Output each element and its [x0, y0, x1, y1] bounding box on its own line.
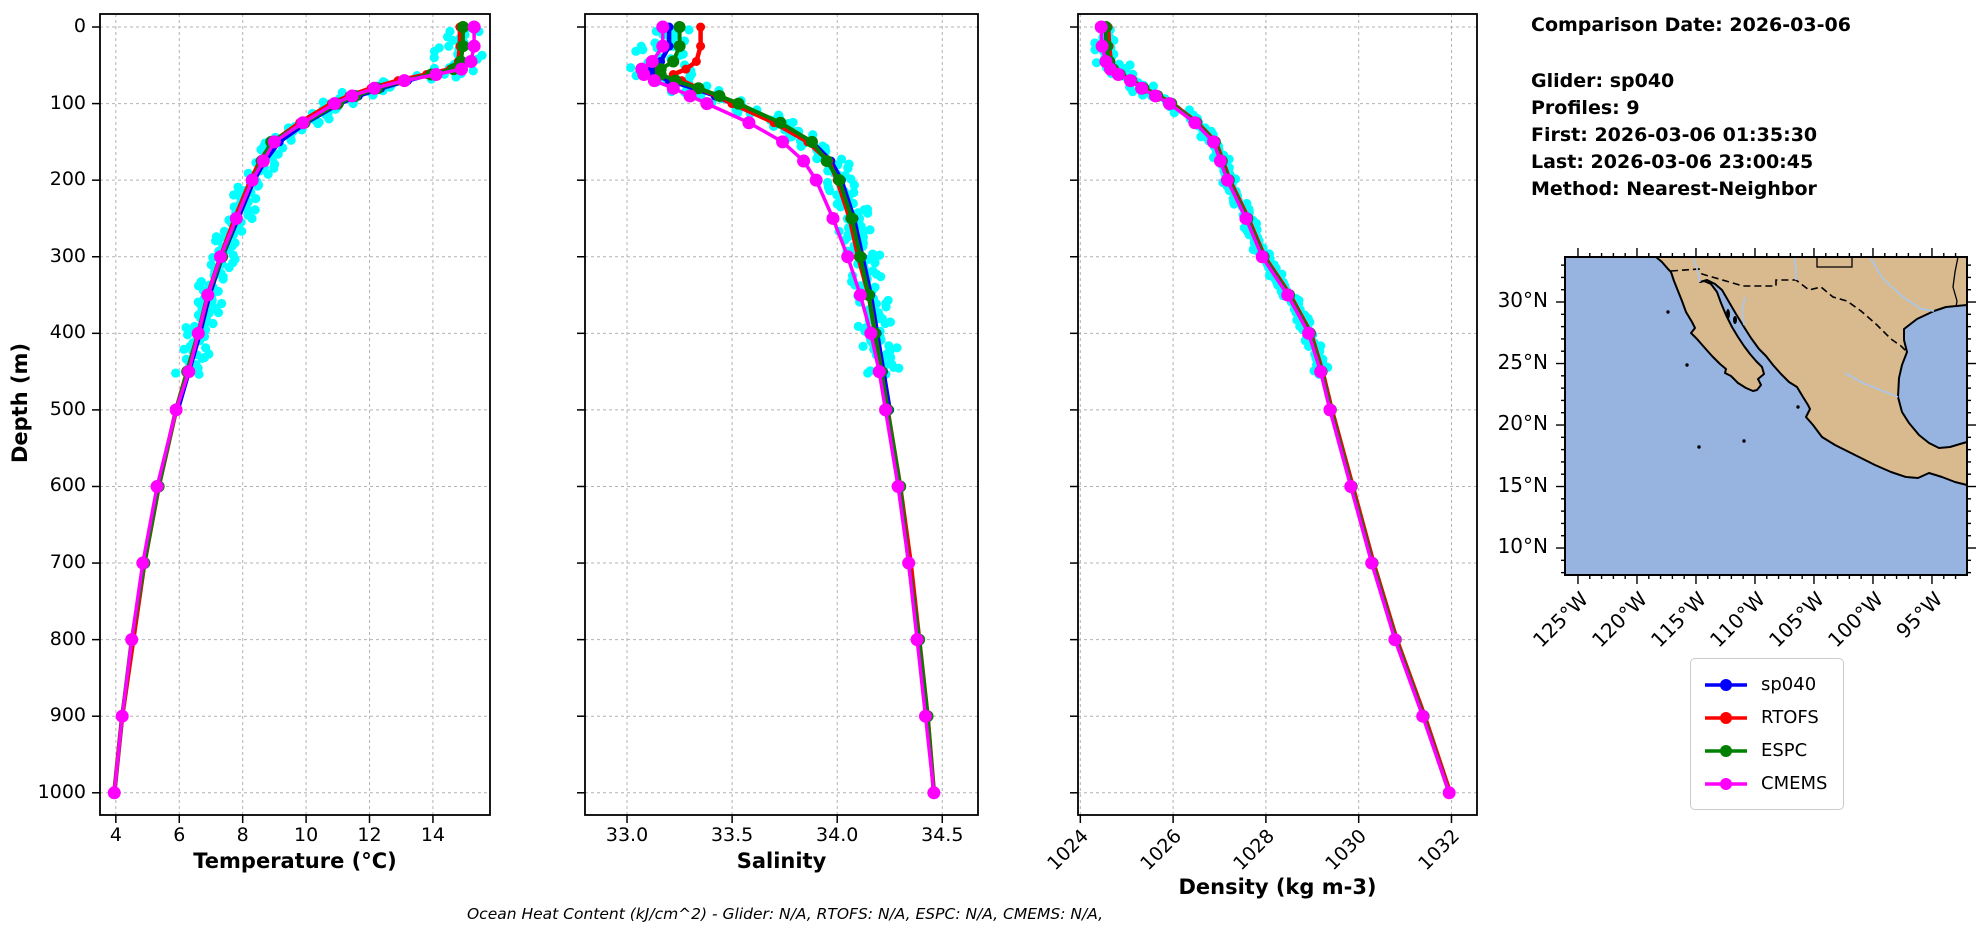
temperature-series-sp040	[175, 24, 464, 413]
density-axis-title: Density (kg m-3)	[1178, 875, 1377, 899]
ohc-annotation: Ocean Heat Content (kJ/cm^2) - Glider: N…	[466, 905, 1104, 923]
comparison-date-text: Comparison Date: 2026-03-06	[1531, 14, 1851, 36]
temperature-markers-sp040	[173, 22, 466, 415]
depth-tick-label: 600	[49, 474, 86, 497]
density-xtick-label-text: 1026	[1135, 825, 1186, 875]
map-gulf-coastline	[1897, 304, 1968, 449]
temperature-xtick-label: 6	[173, 824, 186, 846]
depth-tick-label: 200	[49, 168, 86, 191]
depth-tick-label: 500	[49, 397, 86, 420]
temperature-canvas	[92, 13, 491, 823]
depth-tick-label: 0	[73, 15, 86, 38]
legend-item-CMEMS: CMEMS	[1703, 767, 1827, 800]
density-xtick-label-text: 1032	[1414, 825, 1465, 875]
density-xtick-label-text: 1028	[1228, 825, 1279, 875]
map-frame	[1564, 256, 1968, 576]
map-lon-label-text: 125°W	[1527, 587, 1593, 653]
map-lon-label-text: 115°W	[1645, 587, 1711, 653]
temperature-grid	[100, 14, 490, 815]
temperature-tickmarks	[92, 26, 434, 823]
legend-sample-RTOFS	[1705, 711, 1747, 724]
temperature-spine	[99, 13, 491, 816]
last-time-text: Last: 2026-03-06 23:00:45	[1531, 151, 1814, 173]
legend-item-RTOFS: RTOFS	[1703, 701, 1827, 734]
depth-tick-label: 700	[49, 551, 86, 574]
salinity-axis-title: Salinity	[736, 849, 827, 873]
map-lon-label-text: 105°W	[1763, 587, 1829, 653]
legend-label-sp040: sp040	[1761, 674, 1817, 695]
info-spacer	[1531, 39, 1851, 68]
salinity-xtick-label: 34.0	[816, 824, 859, 846]
map-lat-label: 15°N	[1497, 472, 1548, 497]
salinity-markers-CMEMS	[635, 20, 941, 800]
map-islands	[1666, 309, 1800, 449]
density-xtick-label-text: 1030	[1321, 825, 1372, 875]
salinity-canvas	[577, 13, 979, 823]
map-canvas	[1556, 248, 1976, 584]
salinity-plot: 33.0 33.5 34.0 34.5 Salinity	[577, 13, 979, 873]
salinity-spine	[584, 13, 979, 816]
temperature-xtick-label: 14	[420, 824, 446, 846]
map-gulf-of-mexico	[1898, 305, 1967, 448]
density-tickmarks	[1070, 26, 1453, 823]
map-rivers	[1692, 256, 1935, 398]
legend-sample-ESPC	[1705, 744, 1747, 757]
density-plot: 1024 1026 1028 1030 1032 Density (kg m-3)	[1043, 13, 1478, 899]
salinity-xtick-label: 33.5	[710, 824, 754, 846]
depth-tick-label: 800	[49, 627, 86, 650]
legend-sample-CMEMS	[1705, 777, 1747, 790]
profiles-text: Profiles: 9	[1531, 97, 1640, 119]
map-state-border-east	[1952, 256, 1959, 308]
map-lon-label-text: 120°W	[1586, 587, 1652, 653]
depth-tick-label: 900	[49, 704, 86, 727]
temperature-markers-CMEMS	[107, 20, 481, 800]
density-grid	[1078, 14, 1477, 815]
glider-text: Glider: sp040	[1531, 70, 1675, 92]
map-lat-label: 20°N	[1497, 411, 1548, 436]
temperature-xtick-label: 12	[357, 824, 382, 846]
temperature-plot: 4 6 8 10 12 14 0 100 200 300 400 500 600 700 800 900 100…	[38, 13, 491, 873]
legend-label-ESPC: ESPC	[1761, 740, 1808, 761]
salinity-grid	[585, 14, 978, 815]
legend-label-CMEMS: CMEMS	[1761, 773, 1828, 794]
first-time-text: First: 2026-03-06 01:35:30	[1531, 124, 1818, 146]
map-state-border	[1816, 257, 1853, 268]
salinity-xtick-label: 33.0	[605, 824, 649, 846]
density-markers-CMEMS	[1094, 20, 1456, 800]
map-pacific-coastline	[1655, 256, 1968, 486]
depth-tick-label: 1000	[37, 780, 86, 803]
map-land	[1656, 257, 1967, 485]
temperature-xtick-label: 4	[109, 824, 122, 846]
temperature-xtick-label: 8	[236, 824, 249, 846]
legend-item-ESPC: ESPC	[1703, 734, 1827, 767]
temperature-xtick-label: 10	[294, 824, 319, 846]
map-lat-label: 30°N	[1497, 288, 1548, 313]
map-inset: 30°N 25°N 20°N 15°N 10°N 125°W 120°W 115°W 110°W…	[1498, 248, 1976, 652]
info-panel: Comparison Date: 2026-03-06 Glider: sp04…	[1531, 12, 1851, 203]
map-lon-label-text: 100°W	[1822, 587, 1888, 653]
depth-tick-label: 300	[49, 244, 86, 267]
method-text: Method: Nearest-Neighbor	[1531, 178, 1817, 200]
map-lon-label-text: 95°W	[1890, 587, 1947, 644]
density-spine	[1077, 13, 1478, 816]
depth-tick-label: 400	[49, 321, 86, 344]
legend-item-sp040: sp040	[1703, 668, 1827, 701]
depth-tick-label: 100	[49, 91, 86, 114]
density-xtick-label-text: 1024	[1043, 825, 1093, 875]
map-lat-label: 10°N	[1497, 534, 1548, 559]
temperature-axis-title: Temperature (°C)	[193, 849, 397, 873]
salinity-xtick-label: 34.5	[921, 824, 964, 846]
density-canvas	[1070, 13, 1478, 823]
legend: sp040 RTOFS ESPC CMEMS	[1690, 658, 1845, 810]
map-us-mexico-border	[1670, 268, 1908, 353]
map-lon-label-text: 110°W	[1704, 587, 1770, 653]
salinity-tickmarks	[577, 26, 944, 823]
map-lat-label: 25°N	[1497, 349, 1548, 374]
legend-label-RTOFS: RTOFS	[1761, 707, 1819, 728]
legend-sample-sp040	[1705, 678, 1747, 691]
